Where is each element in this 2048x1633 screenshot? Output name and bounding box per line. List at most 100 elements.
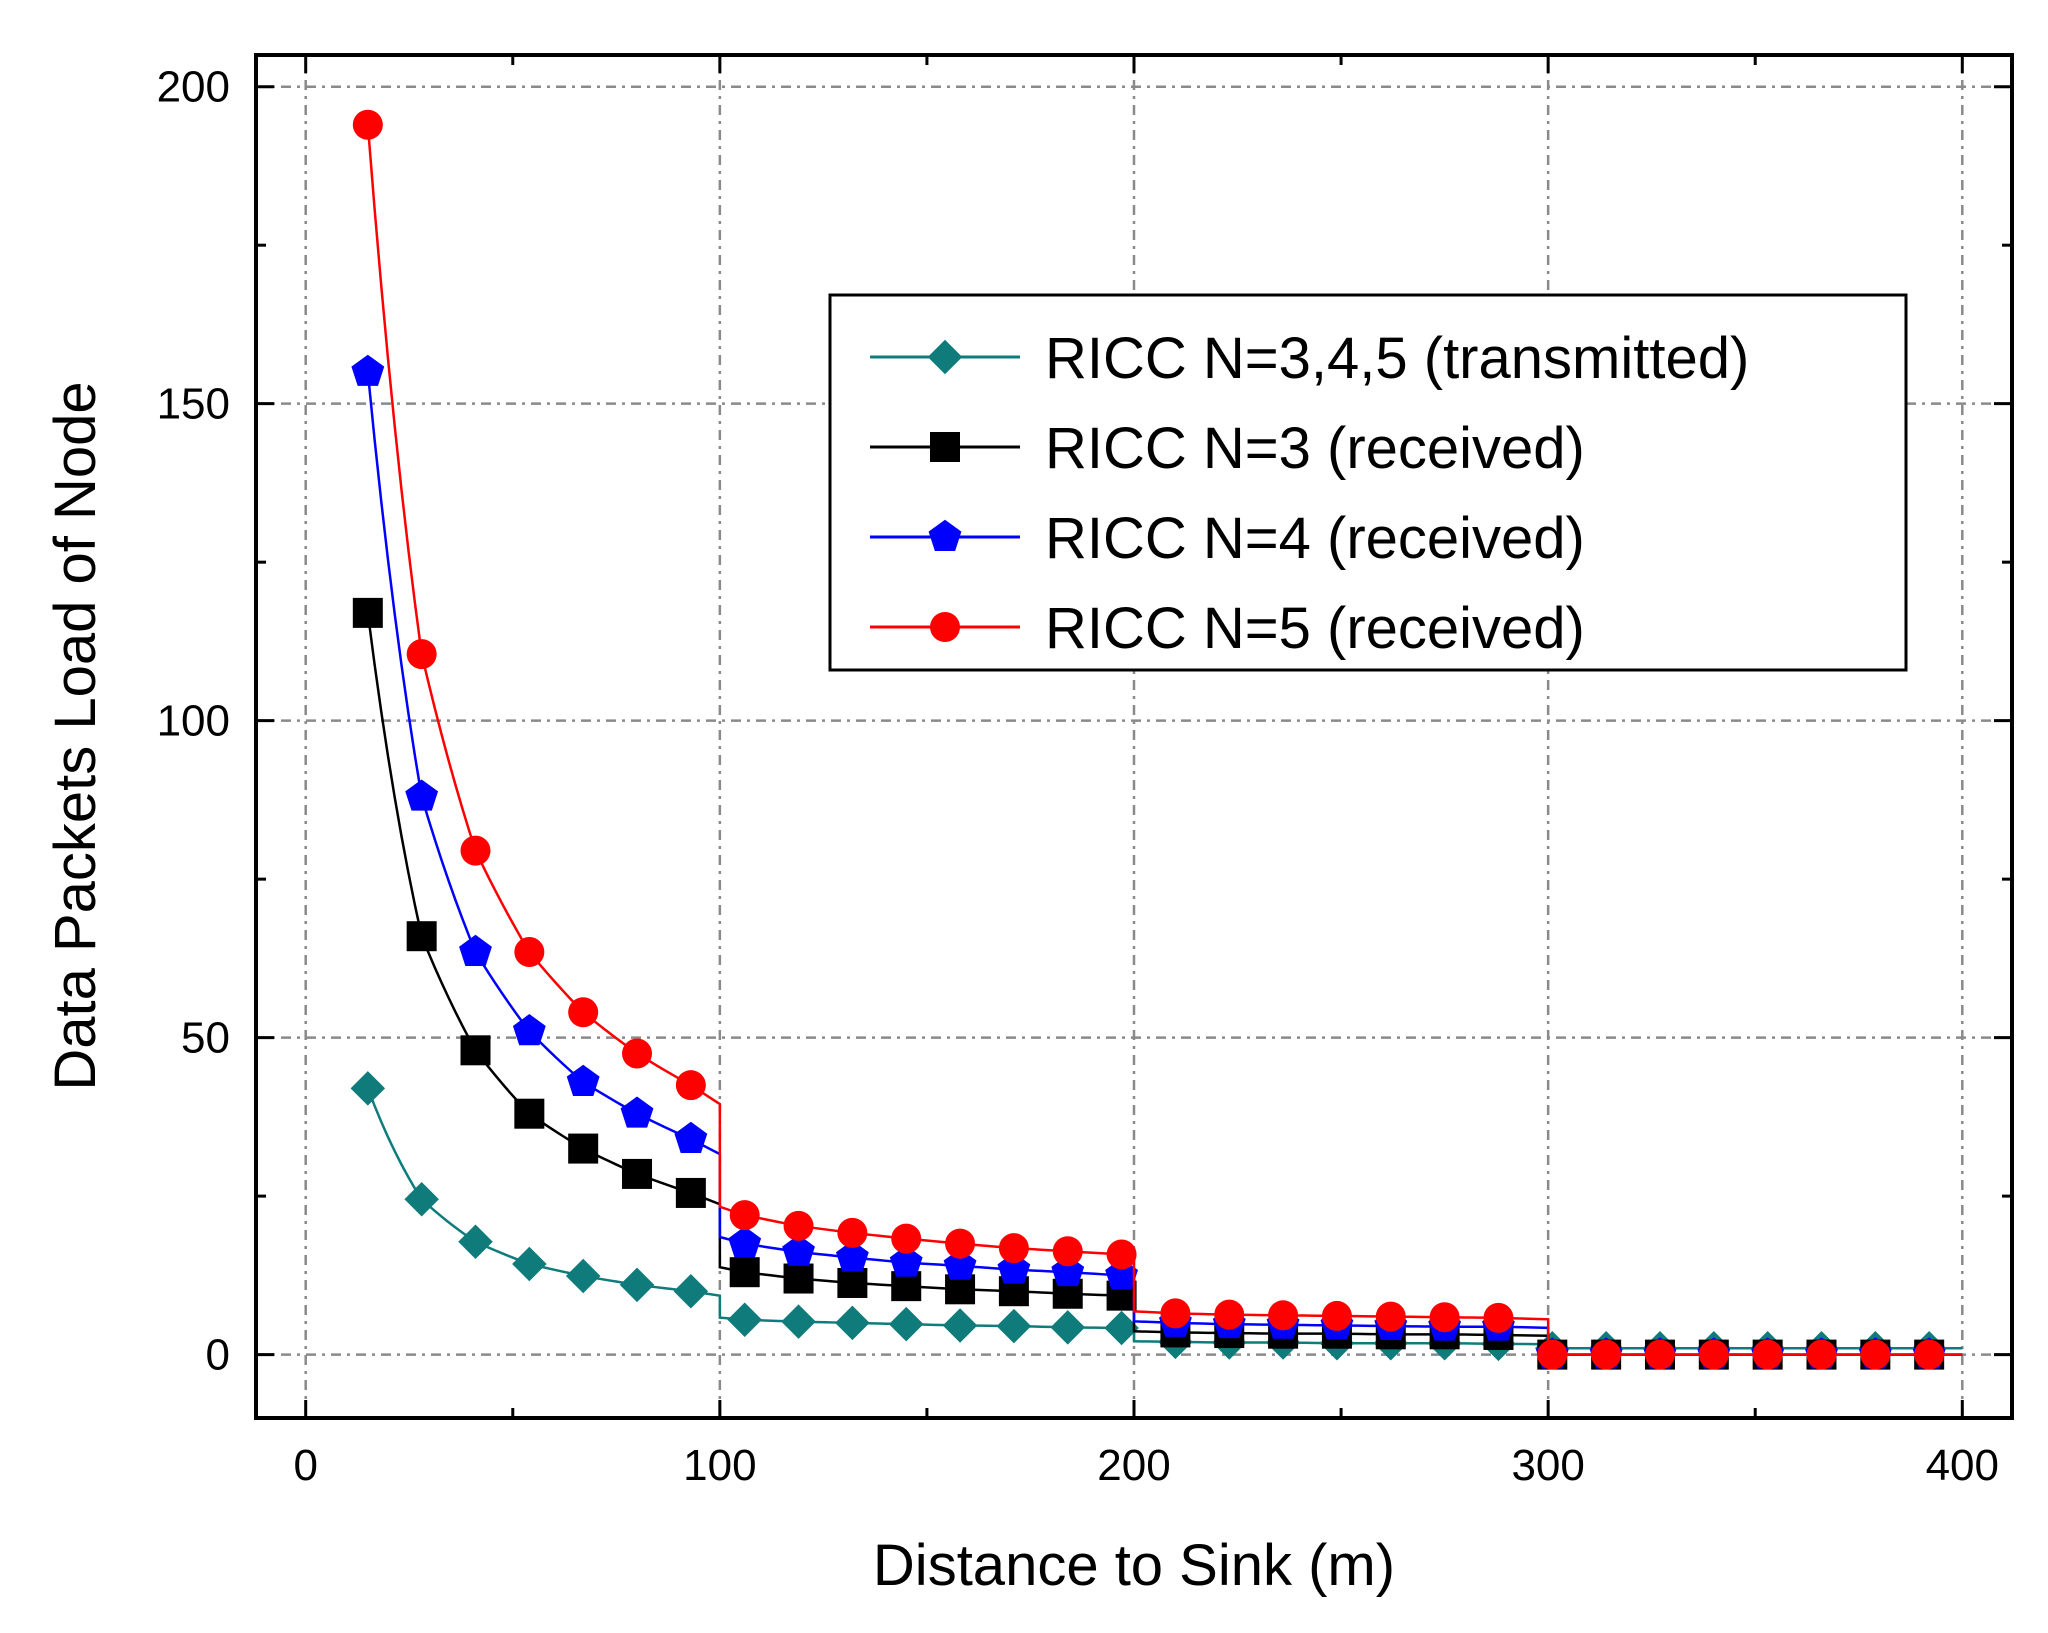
data-point xyxy=(1268,1300,1299,1331)
legend-marker-shape xyxy=(927,339,963,375)
x-axis-title: Distance to Sink (m) xyxy=(873,1533,1395,1598)
data-point xyxy=(1375,1301,1406,1332)
data-point xyxy=(729,1200,760,1231)
data-point xyxy=(619,1267,655,1303)
data-point xyxy=(460,835,491,866)
legend-entry-n4: RICC N=4 (received) xyxy=(870,506,1585,571)
data-point xyxy=(942,1308,978,1343)
data-point xyxy=(404,1182,439,1217)
data-point xyxy=(458,1224,493,1260)
data-point xyxy=(1914,1339,1945,1370)
data-point xyxy=(782,1234,815,1266)
data-point xyxy=(1106,1239,1137,1270)
data-point xyxy=(888,1306,924,1342)
data-point xyxy=(622,1038,653,1069)
legend-label-transmitted: RICC N=3,4,5 (transmitted) xyxy=(1045,326,1749,391)
data-point xyxy=(620,1096,654,1128)
data-point xyxy=(996,1308,1032,1344)
data-point xyxy=(1104,1310,1139,1346)
y-axis-title: Data Packets Load of Node xyxy=(43,381,108,1090)
data-point xyxy=(783,1263,814,1294)
data-point xyxy=(350,1071,386,1106)
data-point xyxy=(568,1133,599,1164)
data-point xyxy=(1806,1339,1837,1370)
data-point xyxy=(566,1064,600,1096)
data-point xyxy=(728,1226,762,1258)
data-point xyxy=(352,597,383,628)
data-point xyxy=(783,1210,814,1241)
data-point xyxy=(889,1245,923,1277)
data-point xyxy=(837,1217,868,1248)
data-point xyxy=(1429,1302,1460,1333)
data-point xyxy=(675,1070,706,1101)
x-tick-label: 200 xyxy=(1097,1441,1170,1490)
legend-marker-n5 xyxy=(930,612,960,642)
legend-marker-n4 xyxy=(928,519,962,551)
legend-entry-n5: RICC N=5 (received) xyxy=(870,596,1585,661)
data-point xyxy=(512,1014,546,1046)
legend-marker-shape xyxy=(930,432,960,462)
x-tick-label: 0 xyxy=(293,1441,317,1490)
legend-marker-shape xyxy=(930,612,960,642)
legend-marker-transmitted xyxy=(927,339,963,375)
data-point xyxy=(1644,1339,1675,1370)
data-point xyxy=(835,1305,870,1341)
x-tick-label: 300 xyxy=(1511,1441,1584,1490)
legend: RICC N=3,4,5 (transmitted) RICC N=3 (rec… xyxy=(828,293,1908,672)
legend-label-n4: RICC N=4 (received) xyxy=(1045,506,1585,571)
data-point xyxy=(1537,1339,1568,1370)
data-point xyxy=(565,1258,601,1294)
legend-entry-n3: RICC N=3 (received) xyxy=(870,416,1585,481)
legend-marker-shape xyxy=(928,519,962,551)
data-point xyxy=(835,1240,869,1272)
data-point xyxy=(1698,1339,1729,1370)
data-point xyxy=(351,354,385,386)
data-point xyxy=(1860,1339,1891,1370)
data-point xyxy=(1483,1302,1514,1333)
data-point xyxy=(514,937,545,968)
data-point xyxy=(406,921,437,952)
data-point xyxy=(781,1304,816,1339)
legend-label-n3: RICC N=3 (received) xyxy=(1045,416,1585,481)
series-3 xyxy=(352,109,1963,1370)
data-point xyxy=(352,109,383,140)
legend-label-n5: RICC N=5 (received) xyxy=(1045,596,1585,661)
tick-labels: 0 100 200 300 400 0 50 100 150 200 xyxy=(157,63,1999,1490)
data-point xyxy=(406,639,437,670)
grid-lines xyxy=(256,55,2012,1418)
data-point xyxy=(891,1223,922,1254)
y-tick-label: 50 xyxy=(181,1014,230,1063)
series-line-0 xyxy=(366,1087,1963,1350)
legend-marker-n3 xyxy=(930,432,960,462)
data-point xyxy=(729,1257,760,1288)
data-point xyxy=(514,1098,545,1129)
plot-frame xyxy=(254,53,2014,1420)
data-point xyxy=(674,1121,708,1154)
data-point xyxy=(622,1158,653,1189)
data-point xyxy=(1160,1298,1191,1329)
data-point xyxy=(1591,1339,1622,1370)
y-tick-label: 150 xyxy=(157,380,230,429)
data-point xyxy=(837,1267,868,1298)
data-point xyxy=(568,997,599,1028)
data-point xyxy=(1321,1300,1352,1331)
data-point xyxy=(727,1302,762,1337)
data-point xyxy=(405,779,439,811)
x-tick-label: 400 xyxy=(1926,1441,1999,1490)
y-tick-label: 200 xyxy=(157,63,230,112)
data-point xyxy=(1052,1236,1083,1267)
data-point xyxy=(459,934,492,966)
data-point xyxy=(512,1246,547,1282)
x-tick-label: 100 xyxy=(683,1441,756,1490)
data-point xyxy=(945,1228,976,1259)
data-point xyxy=(675,1177,706,1208)
y-tick-label: 0 xyxy=(206,1331,230,1380)
data-point xyxy=(1050,1310,1085,1345)
data-point xyxy=(460,1035,491,1066)
data-point xyxy=(943,1248,977,1280)
data-point xyxy=(998,1233,1029,1264)
legend-entry-transmitted: RICC N=3,4,5 (transmitted) xyxy=(870,326,1749,391)
data-point xyxy=(1752,1339,1783,1370)
